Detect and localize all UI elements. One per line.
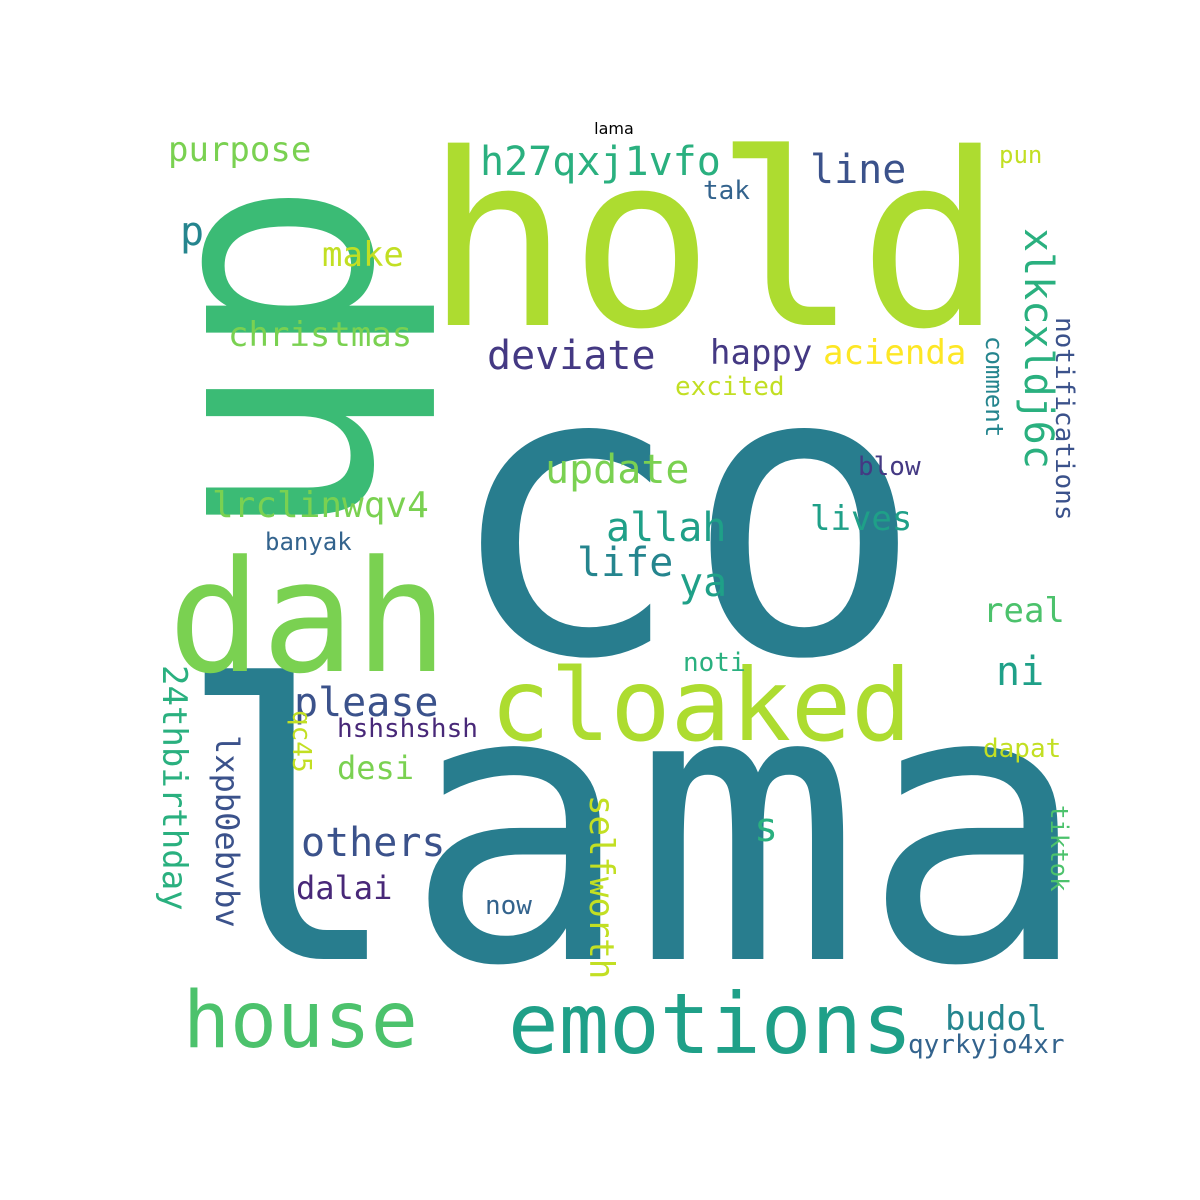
- word-ni: ni: [996, 649, 1045, 695]
- word-noti: noti: [683, 648, 746, 678]
- word-notifications: notifications: [1049, 317, 1079, 521]
- word-happy: happy: [710, 333, 813, 373]
- word-acienda: acienda: [823, 333, 967, 373]
- word-lxpb0ebvbv: lxpb0ebvbv: [208, 735, 246, 928]
- word-dah: dah: [168, 527, 448, 708]
- word-qc45: qc45: [286, 710, 316, 773]
- word-banyak: banyak: [265, 528, 352, 556]
- word-blow: blow: [858, 452, 921, 482]
- word-house: house: [183, 976, 418, 1066]
- word-please: please: [294, 680, 439, 726]
- word-desi: desi: [337, 749, 415, 787]
- word-hshshshsh: hshshshsh: [337, 714, 478, 744]
- word-excited: excited: [675, 372, 785, 402]
- word-dapat: dapat: [983, 734, 1062, 764]
- word-deviate: deviate: [487, 333, 656, 379]
- word-hold: hold: [425, 102, 1003, 382]
- word-pun: pun: [999, 141, 1043, 169]
- word-now: now: [485, 891, 532, 921]
- word-lama: lama: [175, 606, 1091, 1049]
- chart-title: lama: [594, 119, 634, 138]
- word-selfworth: selfworth: [581, 795, 621, 980]
- word-lrclinwqv4: lrclinwqv4: [212, 485, 429, 526]
- word-dalai: dalai: [296, 869, 393, 907]
- word-cloaked: cloaked: [490, 647, 912, 764]
- word-emotions: emotions: [508, 975, 913, 1073]
- word-line: line: [810, 147, 907, 193]
- word-tak: tak: [703, 176, 750, 206]
- word-purpose: purpose: [168, 130, 312, 170]
- word-budol: budol: [945, 999, 1048, 1039]
- word-tiktok: tiktok: [1045, 805, 1073, 892]
- word-others: others: [301, 820, 446, 866]
- word-h27qxj1vfo: h27qxj1vfo: [480, 139, 721, 185]
- word-qyrkyjo4xr: qyrkyjo4xr: [908, 1030, 1065, 1060]
- word-life: life: [577, 540, 674, 586]
- word-allah: allah: [606, 505, 727, 551]
- word-p: p: [180, 209, 205, 255]
- word-real: real: [983, 591, 1065, 631]
- word-christmas: christmas: [228, 315, 413, 355]
- word-ya: ya: [679, 560, 728, 606]
- word-co: co: [443, 282, 925, 747]
- word-24thbirthday: 24thbirthday: [154, 665, 194, 911]
- word-lives: lives: [810, 499, 913, 539]
- word-comment: comment: [980, 336, 1008, 438]
- word-update: update: [545, 447, 690, 493]
- word-s: s: [754, 805, 779, 851]
- word-make: make: [322, 235, 404, 275]
